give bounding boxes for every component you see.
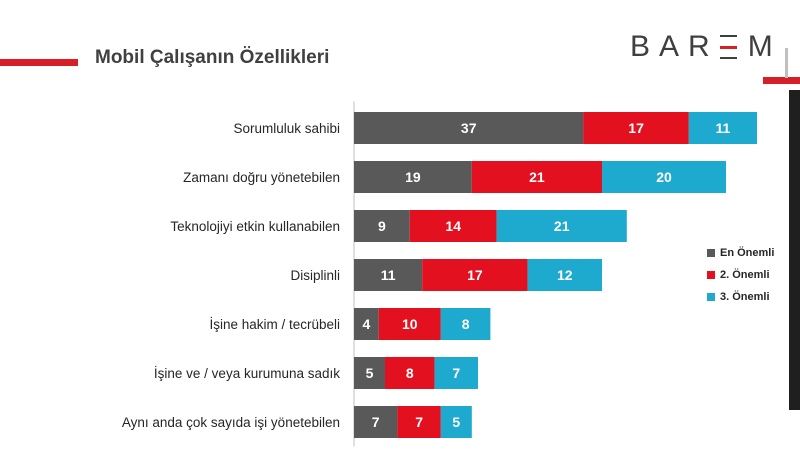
- chart-bars: 37 17 11 19 21 20 9 14 21 11 17 12 4 10 8 5 8 7 7 7 5: [354, 112, 757, 438]
- bar-segment-series-2: [583, 112, 689, 144]
- edge-divider: [785, 48, 788, 78]
- logo-text-suffix: M: [747, 30, 782, 63]
- bar-segment-series-3: [440, 308, 491, 340]
- bar-segment-series-2: [409, 210, 497, 242]
- data-label-series-2: 17: [467, 267, 483, 283]
- bar-segment-series-2: [385, 357, 435, 389]
- logo-e-stroke-top: [719, 35, 737, 37]
- page-title: Mobil Çalışanın Özellikleri: [95, 47, 330, 68]
- logo-text-prefix: BAR: [630, 30, 719, 63]
- category-label: Disiplinli: [290, 268, 340, 283]
- logo-e-bar: [719, 46, 737, 49]
- legend-item-2-onemli: 2. Önemli: [707, 264, 774, 286]
- bar-segment-series-2: [471, 161, 602, 193]
- bar-segment-series-2: [422, 259, 528, 291]
- bar-segment-series-3: [527, 259, 602, 291]
- bar-segment-series-3: [688, 112, 757, 144]
- data-label-series-3: 11: [715, 120, 730, 136]
- logo-accent-bar: [763, 77, 800, 84]
- data-label-series-3: 7: [452, 365, 460, 381]
- category-label: İşine ve / veya kurumuna sadık: [154, 366, 340, 381]
- category-label: Aynı anda çok sayıda işi yönetebilen: [122, 415, 340, 430]
- bar-segment-series-1: [354, 259, 423, 291]
- data-label-series-1: 5: [366, 365, 374, 381]
- data-label-series-1: 9: [378, 218, 386, 234]
- data-label-series-2: 17: [628, 120, 644, 136]
- legend-swatch-series-2: [707, 271, 715, 279]
- bar-segment-series-1: [354, 406, 398, 438]
- logo-e-stroke-bottom: [719, 57, 737, 59]
- data-label-series-2: 7: [415, 414, 423, 430]
- bar-segment-series-2: [397, 406, 441, 438]
- bar-segment-series-3: [602, 161, 726, 193]
- data-label-series-2: 21: [529, 169, 545, 185]
- data-label-series-2: 10: [402, 316, 418, 332]
- data-label-series-1: 37: [461, 120, 477, 136]
- data-label-series-1: 4: [363, 316, 371, 332]
- legend-label-series-1: En Önemli: [720, 247, 775, 259]
- data-label-series-3: 20: [656, 169, 672, 185]
- category-label: İşine hakim / tecrübeli: [209, 317, 340, 332]
- chart-legend: En Önemli 2. Önemli 3. Önemli: [707, 242, 774, 308]
- category-label: Sorumluluk sahibi: [233, 121, 340, 136]
- edge-strip: [789, 90, 800, 410]
- bar-segment-series-1: [354, 357, 385, 389]
- data-label-series-3: 21: [554, 218, 570, 234]
- legend-swatch-series-1: [707, 249, 715, 257]
- data-label-series-2: 14: [445, 218, 461, 234]
- data-label-series-1: 19: [405, 169, 421, 185]
- data-label-series-3: 12: [557, 267, 573, 283]
- legend-label-series-2: 2. Önemli: [720, 269, 770, 281]
- legend-swatch-series-3: [707, 293, 715, 301]
- bar-segment-series-1: [354, 210, 410, 242]
- legend-item-en-onemli: En Önemli: [707, 242, 774, 264]
- legend-label-series-3: 3. Önemli: [720, 291, 770, 303]
- bar-segment-series-3: [496, 210, 627, 242]
- title-accent-bar: [0, 59, 78, 66]
- data-label-series-3: 8: [462, 316, 470, 332]
- bar-segment-series-3: [440, 406, 472, 438]
- data-label-series-1: 7: [372, 414, 380, 430]
- logo-e-glyph: E: [719, 30, 748, 64]
- data-label-series-1: 11: [381, 267, 396, 283]
- category-label: Teknolojiyi etkin kullanabilen: [170, 219, 340, 234]
- data-label-series-2: 8: [406, 365, 414, 381]
- barem-logo: BAREM: [630, 30, 782, 64]
- chart-category-labels: Sorumluluk sahibi Zamanı doğru yönetebile…: [122, 121, 340, 430]
- bar-segment-series-1: [354, 308, 379, 340]
- bar-segment-series-2: [378, 308, 441, 340]
- category-label: Zamanı doğru yönetebilen: [183, 170, 340, 185]
- bar-segment-series-1: [354, 112, 584, 144]
- bar-segment-series-1: [354, 161, 472, 193]
- data-label-series-3: 5: [452, 414, 460, 430]
- legend-item-3-onemli: 3. Önemli: [707, 286, 774, 308]
- bar-segment-series-3: [434, 357, 478, 389]
